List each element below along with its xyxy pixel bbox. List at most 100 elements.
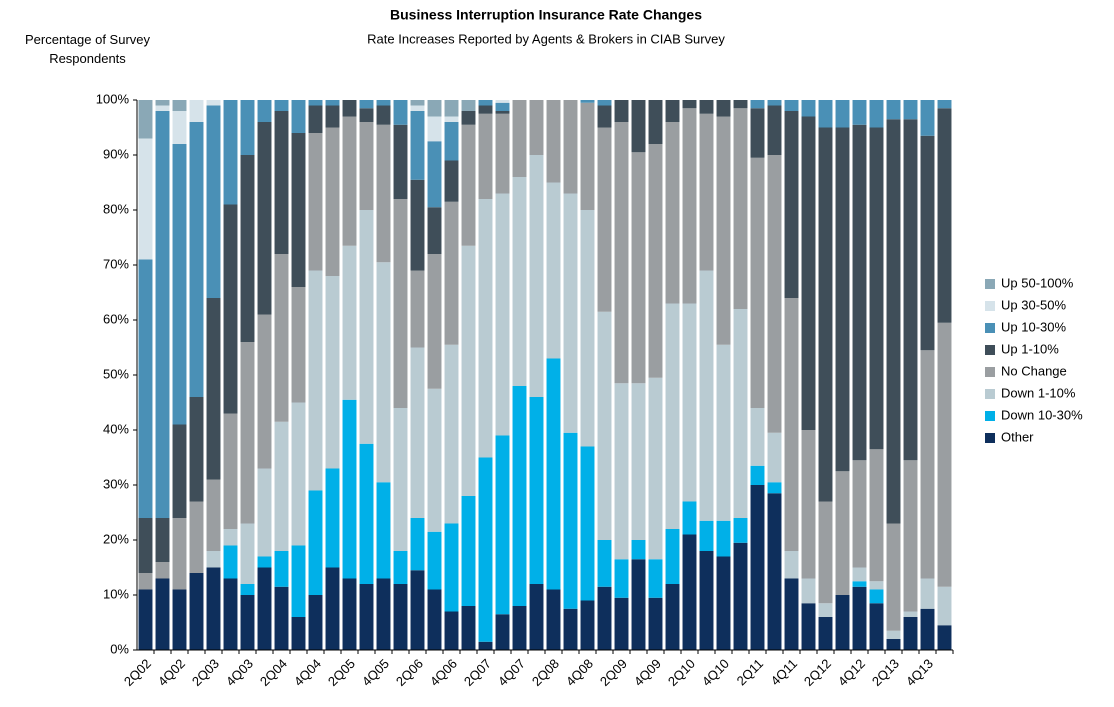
x-tick-label: 2Q06 — [393, 656, 426, 689]
bar-segment — [342, 578, 357, 650]
bar-segment — [138, 589, 153, 650]
bar-segment — [410, 347, 425, 518]
bar-segment — [716, 556, 731, 650]
bar-segment — [852, 124, 867, 461]
bar-segment — [206, 298, 221, 480]
bar-segment — [325, 105, 340, 128]
bar-segment — [376, 105, 391, 125]
bar-segment — [189, 397, 204, 502]
legend-label: Up 1-10% — [1001, 341, 1059, 356]
bar-segment — [393, 199, 408, 408]
bar-segment — [291, 100, 306, 133]
y-tick-label: 30% — [103, 476, 129, 491]
bar-segment — [529, 584, 544, 650]
bar-segment — [308, 105, 323, 133]
bar-segment — [801, 578, 816, 604]
bar-segment — [529, 397, 544, 584]
bar-segment — [767, 155, 782, 433]
bar-segment — [291, 617, 306, 650]
bar-segment — [257, 100, 272, 122]
x-tick-label: 2Q05 — [325, 656, 358, 689]
bar-segment — [682, 501, 697, 535]
legend-label: Up 30-50% — [1001, 297, 1066, 312]
bar-segment — [461, 100, 476, 111]
bar-segment — [512, 100, 527, 177]
bar-segment — [461, 606, 476, 650]
bar-segment — [444, 523, 459, 612]
bar-segment — [410, 518, 425, 571]
bar-segment — [767, 493, 782, 650]
bar-segment — [444, 611, 459, 650]
y-tick-label: 0% — [110, 641, 129, 656]
x-tick-label: 2Q02 — [121, 656, 154, 689]
bar-segment — [631, 383, 646, 540]
bar-segment — [308, 490, 323, 595]
bar-segment — [461, 111, 476, 125]
bar-segment — [206, 100, 221, 106]
bar-segment — [631, 559, 646, 650]
bar-segment — [308, 595, 323, 650]
bar-segment — [563, 608, 578, 650]
bar-segment — [274, 586, 289, 650]
bar-segment — [257, 468, 272, 557]
bar-segment — [699, 270, 714, 521]
bar-segment — [359, 100, 374, 109]
bar-segment — [172, 518, 187, 590]
bar-segment — [342, 399, 357, 579]
bar-segment — [444, 344, 459, 524]
bar-segment — [376, 578, 391, 650]
legend-swatch — [985, 345, 995, 355]
bar-segment — [529, 100, 544, 155]
bar-segment — [223, 578, 238, 650]
bar-segment — [410, 105, 425, 111]
bar-segment — [410, 570, 425, 650]
bar-segment — [767, 482, 782, 494]
bar-segment — [869, 589, 884, 604]
bar-segment — [257, 567, 272, 650]
legend-swatch — [985, 433, 995, 443]
bar-segment — [903, 100, 918, 120]
bar-segment — [512, 606, 527, 650]
x-tick-label: 2Q08 — [529, 656, 562, 689]
x-tick-label: 4Q12 — [835, 656, 868, 689]
bar-segment — [478, 105, 493, 114]
bar-segment — [274, 551, 289, 587]
bar-segment — [427, 100, 442, 117]
x-tick-label: 4Q03 — [223, 656, 256, 689]
x-tick-label: 2Q07 — [461, 656, 494, 689]
bar-segment — [614, 559, 629, 598]
bar-segment — [291, 545, 306, 617]
bar-segment — [682, 303, 697, 502]
bar-segment — [563, 193, 578, 433]
bar-segment — [937, 100, 952, 109]
bar-segment — [546, 182, 561, 359]
bar-segment — [682, 100, 697, 109]
y-tick-label: 60% — [103, 311, 129, 326]
bar-segment — [886, 100, 901, 120]
bar-segment — [937, 586, 952, 626]
bar-segment — [920, 578, 935, 609]
bar-segment — [172, 144, 187, 425]
bar-segment — [223, 545, 238, 579]
bar-segment — [444, 160, 459, 202]
bar-segment — [325, 276, 340, 469]
bar-segment — [427, 531, 442, 590]
bar-segment — [495, 193, 510, 436]
bar-segment — [359, 210, 374, 444]
bar-segment — [818, 501, 833, 604]
bar-segment — [580, 210, 595, 447]
bar-segment — [665, 303, 680, 529]
bar-segment — [342, 245, 357, 400]
x-tick-label: 2Q09 — [597, 656, 630, 689]
bar-segment — [155, 111, 170, 518]
bar-segment — [903, 611, 918, 617]
bar-segment — [495, 111, 510, 114]
bar-segment — [869, 127, 884, 450]
bar-segment — [240, 342, 255, 524]
x-tick-label: 4Q06 — [427, 656, 460, 689]
bar-segment — [529, 155, 544, 397]
bar-segment — [223, 529, 238, 546]
bar-segment — [784, 111, 799, 298]
bar-segment — [240, 595, 255, 650]
x-tick-label: 4Q09 — [631, 656, 664, 689]
